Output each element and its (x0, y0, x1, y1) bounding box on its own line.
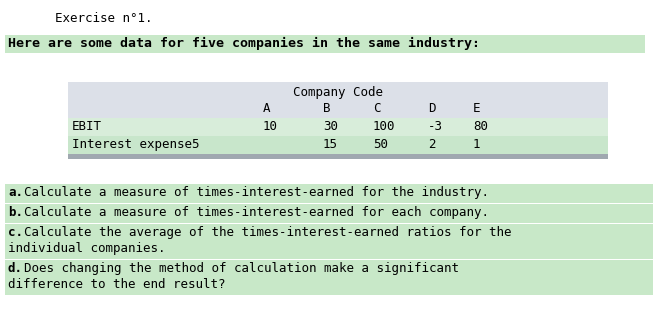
Text: Calculate a measure of times-interest-earned for the industry.: Calculate a measure of times-interest-ea… (24, 186, 489, 199)
Text: B: B (323, 102, 331, 115)
FancyBboxPatch shape (68, 154, 608, 159)
Text: -3: -3 (428, 120, 443, 133)
Text: 10: 10 (263, 120, 278, 133)
Text: EBIT: EBIT (72, 120, 102, 133)
Text: b.: b. (8, 206, 23, 219)
Text: c.: c. (8, 226, 23, 239)
FancyBboxPatch shape (5, 184, 653, 203)
Text: Company Code: Company Code (293, 86, 383, 99)
Text: d.: d. (8, 262, 23, 275)
Text: individual companies.: individual companies. (8, 242, 166, 255)
FancyBboxPatch shape (68, 136, 608, 154)
FancyBboxPatch shape (5, 35, 645, 53)
FancyBboxPatch shape (5, 260, 653, 295)
Text: Here are some data for five companies in the same industry:: Here are some data for five companies in… (8, 37, 480, 50)
Text: 100: 100 (373, 120, 395, 133)
Text: 50: 50 (373, 138, 388, 151)
Text: Interest expense5: Interest expense5 (72, 138, 199, 151)
Text: Calculate a measure of times-interest-earned for each company.: Calculate a measure of times-interest-ea… (24, 206, 489, 219)
Text: 15: 15 (323, 138, 338, 151)
FancyBboxPatch shape (68, 82, 608, 118)
Text: 2: 2 (428, 138, 436, 151)
FancyBboxPatch shape (68, 118, 608, 136)
Text: 30: 30 (323, 120, 338, 133)
FancyBboxPatch shape (5, 224, 653, 259)
Text: Calculate the average of the times-interest-earned ratios for the: Calculate the average of the times-inter… (24, 226, 512, 239)
Text: A: A (263, 102, 271, 115)
Text: E: E (473, 102, 480, 115)
Text: D: D (428, 102, 436, 115)
FancyBboxPatch shape (5, 204, 653, 223)
Text: 80: 80 (473, 120, 488, 133)
Text: difference to the end result?: difference to the end result? (8, 278, 226, 291)
Text: Does changing the method of calculation make a significant: Does changing the method of calculation … (24, 262, 459, 275)
Text: C: C (373, 102, 381, 115)
Text: a.: a. (8, 186, 23, 199)
Text: 1: 1 (473, 138, 480, 151)
Text: Exercise n°1.: Exercise n°1. (55, 12, 152, 25)
